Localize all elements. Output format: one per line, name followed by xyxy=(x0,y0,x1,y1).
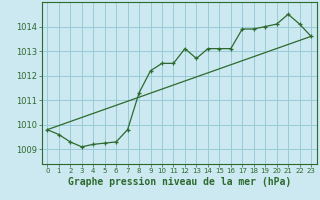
X-axis label: Graphe pression niveau de la mer (hPa): Graphe pression niveau de la mer (hPa) xyxy=(68,177,291,187)
